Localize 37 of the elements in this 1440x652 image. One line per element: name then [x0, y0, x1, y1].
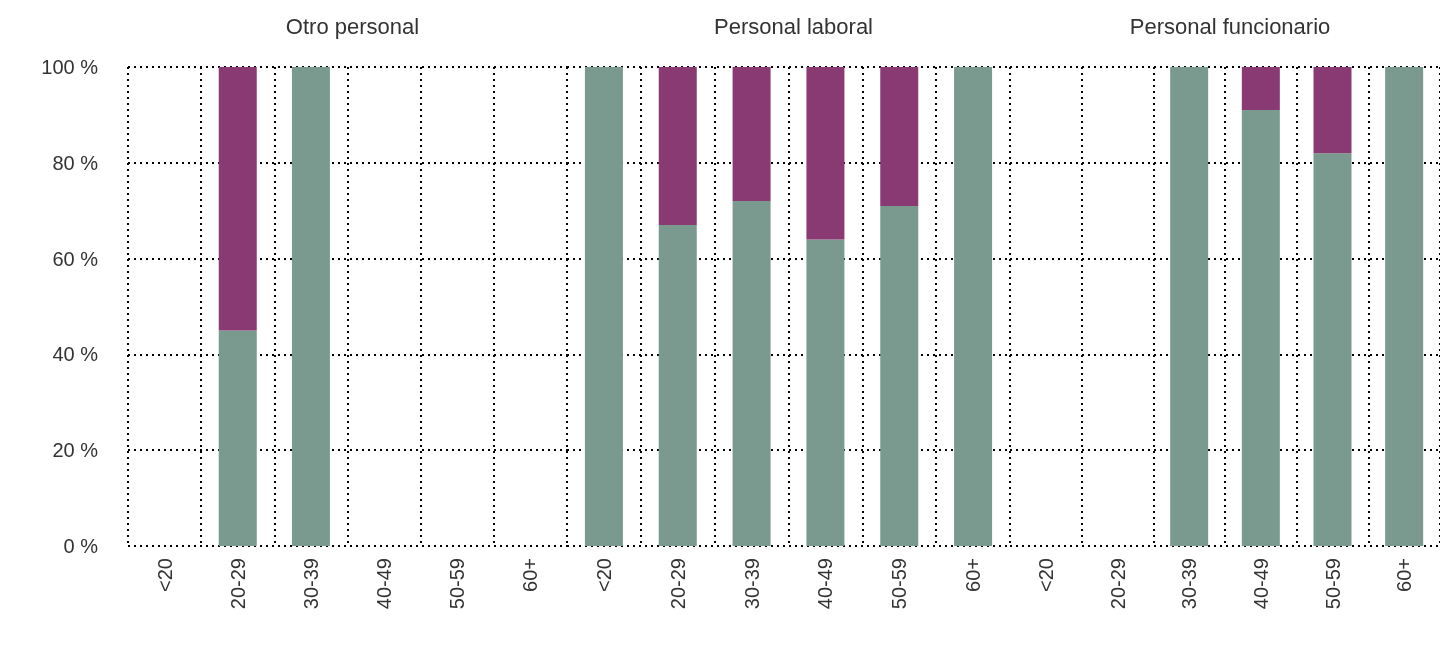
- bar: [584, 67, 623, 546]
- x-tick-label: 30-39: [740, 558, 763, 610]
- x-tick-label: 40-49: [814, 558, 837, 610]
- x-tick-label: 50-59: [888, 558, 911, 610]
- chart-title: Personal laboral: [714, 13, 873, 39]
- bar: [806, 239, 845, 546]
- bar: [732, 201, 771, 546]
- bar: [880, 67, 919, 206]
- y-tick-label: 100 %: [41, 56, 99, 78]
- x-tick-label: <20: [153, 558, 176, 592]
- x-tick-label: 50-59: [446, 558, 469, 610]
- x-tick-label: 20-29: [666, 558, 689, 610]
- x-tick-label: 20-29: [1106, 558, 1129, 610]
- chart-title: Personal funcionario: [1129, 13, 1331, 39]
- bar: [880, 205, 919, 546]
- bar: [806, 67, 845, 240]
- bar: [954, 67, 993, 546]
- bar: [732, 67, 771, 202]
- x-tick-label: 40-49: [373, 558, 396, 610]
- x-tick-label: 60+: [962, 558, 985, 592]
- x-tick-label: <20: [592, 558, 615, 592]
- x-tick-label: 20-29: [226, 558, 249, 610]
- y-tick-label: 80 %: [52, 151, 99, 174]
- x-tick-label: 30-39: [299, 558, 322, 610]
- x-tick-label: 60+: [519, 558, 542, 592]
- x-tick-label: 40-49: [1249, 558, 1272, 610]
- x-tick-label: <20: [1034, 558, 1057, 592]
- y-tick-label: 0 %: [63, 535, 99, 557]
- y-tick-label: 20 %: [52, 439, 99, 462]
- y-tick-label: 40 %: [52, 343, 99, 366]
- x-tick-label: 60+: [1393, 558, 1416, 592]
- x-tick-label: 50-59: [1321, 558, 1344, 610]
- bar: [658, 67, 697, 226]
- x-tick-label: 30-39: [1178, 558, 1201, 610]
- chart-title: Otro personal: [285, 13, 420, 39]
- y-tick-label: 60 %: [52, 247, 99, 270]
- bar: [658, 225, 697, 546]
